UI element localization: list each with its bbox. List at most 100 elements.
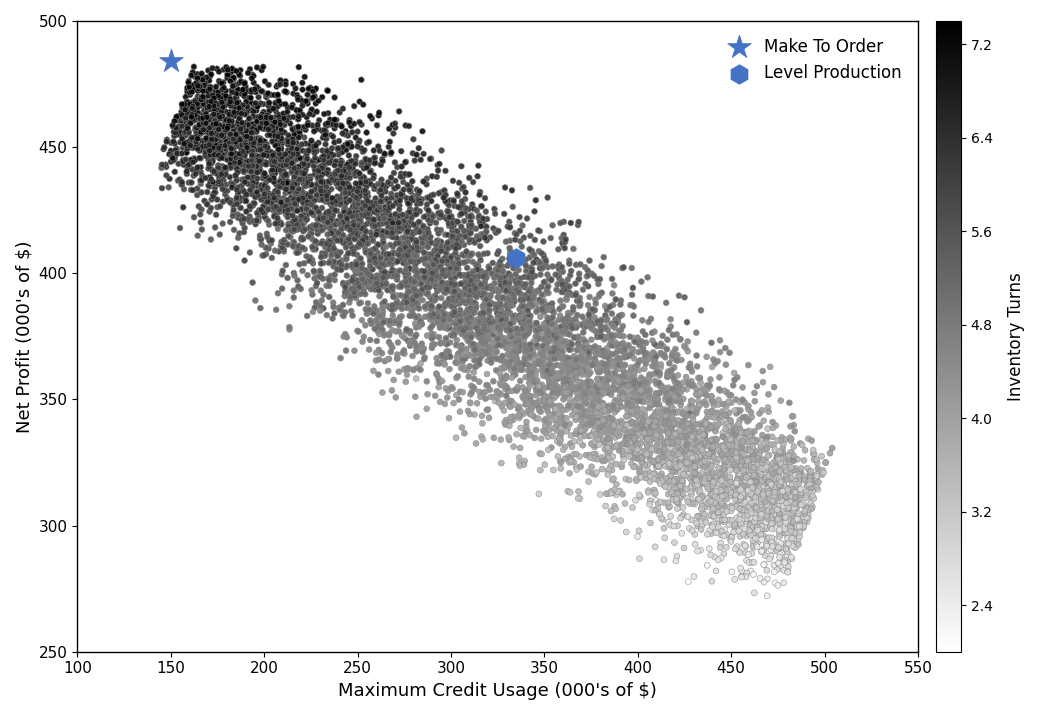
Point <box>399 233 416 245</box>
Point <box>664 486 680 498</box>
Point <box>338 242 355 253</box>
Point <box>593 427 609 438</box>
Point <box>725 380 742 391</box>
Point <box>181 177 198 188</box>
Point <box>458 246 474 257</box>
Point <box>230 162 246 174</box>
Point <box>416 248 433 260</box>
Point <box>629 439 646 450</box>
Point <box>246 160 263 172</box>
Point <box>642 385 658 396</box>
Point <box>632 385 649 397</box>
Point <box>365 217 382 229</box>
Point <box>328 167 344 178</box>
Point <box>451 297 468 309</box>
Point <box>528 390 545 401</box>
Point <box>243 201 260 212</box>
Point <box>506 234 523 245</box>
Point <box>272 74 289 86</box>
Point <box>743 529 759 541</box>
Point <box>252 133 268 144</box>
Point <box>239 145 256 157</box>
Point <box>604 373 621 384</box>
Point <box>445 300 462 311</box>
Point <box>214 161 231 172</box>
Point <box>388 326 405 337</box>
Point <box>636 363 653 375</box>
Point <box>462 297 478 308</box>
Point <box>308 145 324 157</box>
Point <box>505 260 522 272</box>
Point <box>508 254 524 265</box>
Point <box>528 341 545 352</box>
Point <box>514 391 530 403</box>
Point <box>541 418 557 429</box>
Point <box>341 297 358 308</box>
Point <box>616 387 632 398</box>
Point <box>771 557 787 568</box>
Point <box>557 373 574 385</box>
Point <box>708 527 725 538</box>
Point <box>483 315 499 327</box>
Point <box>322 217 339 228</box>
Point <box>393 280 410 292</box>
Point <box>781 531 798 542</box>
Point <box>158 162 175 173</box>
Point <box>745 465 761 477</box>
Point <box>463 222 479 233</box>
Point <box>541 397 557 408</box>
Point <box>736 468 753 480</box>
Point <box>255 61 271 72</box>
Point <box>570 377 587 388</box>
Point <box>228 136 244 147</box>
Point <box>505 317 522 328</box>
Point <box>298 148 315 159</box>
Point <box>422 214 439 225</box>
Point <box>358 207 374 219</box>
Point <box>233 88 250 99</box>
Point <box>667 455 683 466</box>
Point <box>304 241 320 252</box>
Point <box>225 109 241 120</box>
Point <box>311 194 328 205</box>
Point <box>292 130 309 142</box>
Point <box>542 409 558 420</box>
Point <box>804 501 821 513</box>
Point <box>704 440 721 452</box>
Point <box>232 70 249 82</box>
Point <box>632 465 649 477</box>
Point <box>613 378 629 389</box>
Point <box>371 262 388 273</box>
Point <box>237 154 254 166</box>
Point <box>756 495 773 506</box>
Point <box>526 433 543 444</box>
Point <box>665 372 681 383</box>
Point <box>233 148 250 159</box>
Point <box>417 258 434 270</box>
Point <box>502 364 519 375</box>
Point <box>479 347 496 359</box>
Point <box>661 413 678 424</box>
Point <box>357 153 373 164</box>
Point <box>211 87 228 99</box>
Point <box>445 230 462 242</box>
Point <box>253 154 269 166</box>
Point <box>682 473 699 484</box>
Point <box>584 393 601 404</box>
Point <box>705 475 722 486</box>
Point <box>282 159 298 171</box>
Point <box>256 183 272 194</box>
Point <box>574 380 591 391</box>
Point <box>389 274 406 285</box>
Point <box>442 313 459 325</box>
Point <box>381 330 397 341</box>
Point <box>543 322 560 334</box>
Point <box>772 484 788 495</box>
Point <box>456 364 472 375</box>
Point <box>436 309 452 320</box>
Point <box>201 157 217 169</box>
Point <box>743 476 759 488</box>
Point <box>776 489 792 500</box>
Point <box>632 414 649 425</box>
Point <box>674 431 691 443</box>
